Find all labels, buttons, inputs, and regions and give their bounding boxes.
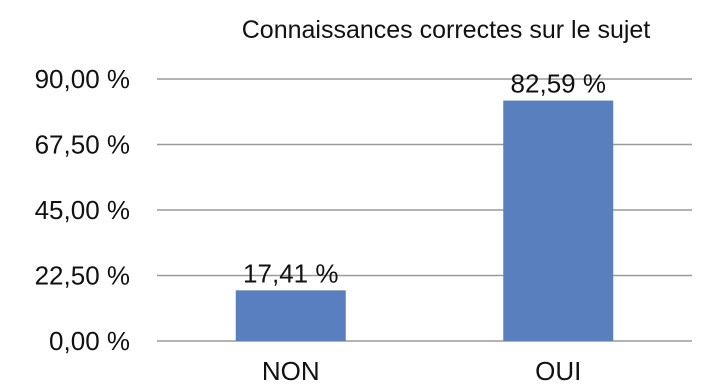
- data-label-oui: 82,59 %: [511, 69, 606, 99]
- data-label-non: 17,41 %: [243, 258, 338, 288]
- category-label-non: NON: [262, 356, 320, 386]
- y-axis-tick-labels: 0,00 % 22,50 % 45,00 % 67,50 % 90,00 %: [35, 64, 130, 356]
- x-axis-category-labels: NON OUI: [262, 356, 582, 386]
- y-tick-label: 90,00 %: [35, 64, 130, 94]
- data-labels: 17,41 % 82,59 %: [243, 69, 606, 289]
- category-label-oui: OUI: [535, 356, 581, 386]
- bar-non: [235, 290, 346, 341]
- chart-title: Connaissances correctes sur le sujet: [242, 16, 651, 44]
- bar-oui: [503, 100, 614, 341]
- bars: [235, 100, 614, 341]
- y-tick-label: 22,50 %: [35, 261, 130, 291]
- y-tick-label: 0,00 %: [49, 326, 130, 356]
- y-tick-label: 67,50 %: [35, 130, 130, 160]
- y-tick-label: 45,00 %: [35, 195, 130, 225]
